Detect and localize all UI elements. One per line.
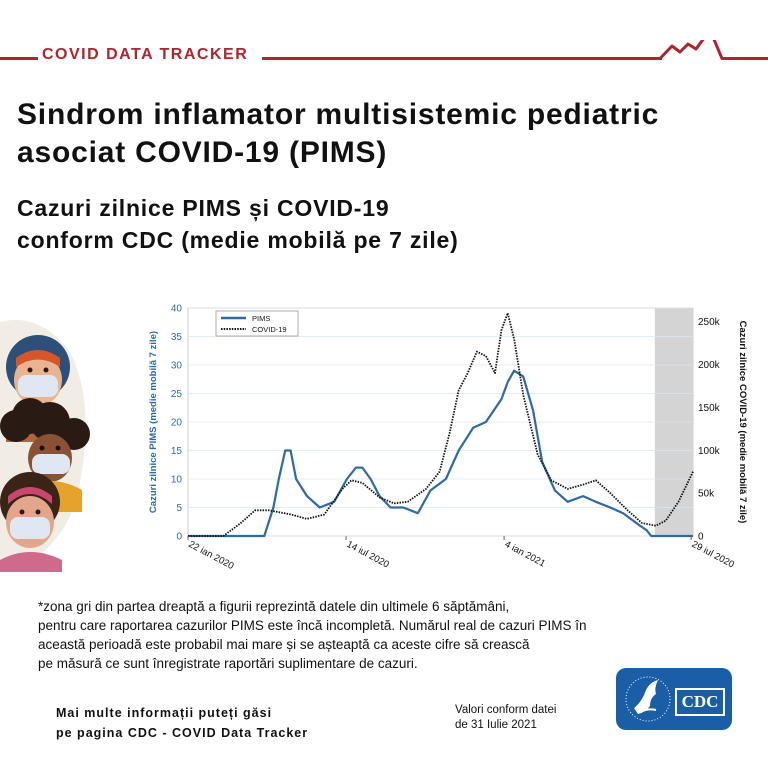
footnote-line-4: pe măsură ce sunt înregistrate raportări… xyxy=(38,656,418,671)
cdc-logo: CDC xyxy=(616,668,732,730)
left-tick-label: 35 xyxy=(171,332,183,343)
x-tick-label: 14 iul 2020 xyxy=(345,539,391,571)
more-info-line-2: pe pagina CDC - COVID Data Tracker xyxy=(56,726,309,740)
right-tick-label: 50k xyxy=(698,489,715,500)
left-axis-ticks: 0 5 10 15 20 25 30 35 40 xyxy=(171,304,183,543)
cdc-logo-text: CDC xyxy=(675,688,725,716)
x-tick-label: 22 ian 2020 xyxy=(187,539,236,572)
date-line-1: Valori conform datei xyxy=(455,704,557,716)
chart-legend: PIMS COVID-19 xyxy=(215,310,299,337)
more-info-text: Mai multe informații puteți găsi pe pagi… xyxy=(56,703,308,743)
grid-lines xyxy=(188,307,693,537)
x-tick-label: 29 iul 2020 xyxy=(690,539,736,571)
banner-rule-left xyxy=(0,57,40,60)
pims-covid-chart: 0 5 10 15 20 25 30 35 40 0 50k 100k 150k 200k 250k 22… xyxy=(148,304,748,572)
footnote: *zona gri din partea dreaptă a figurii r… xyxy=(38,597,658,673)
right-tick-label: 150k xyxy=(698,403,721,414)
left-tick-label: 0 xyxy=(176,532,182,543)
title-line-1: Sindrom inflamator multisistemic pediatr… xyxy=(17,98,660,131)
series-line-covid xyxy=(188,312,694,537)
subtitle-line-1: Cazuri zilnice PIMS și COVID-19 xyxy=(17,195,390,221)
left-axis-label: Cazuri zilnice PIMS (medie mobilă 7 zile… xyxy=(148,331,159,513)
left-tick-label: 40 xyxy=(171,304,183,315)
legend-box xyxy=(215,310,299,337)
hhs-eagle-icon xyxy=(625,676,671,722)
sparkline-icon xyxy=(640,40,768,60)
children-with-masks-illustration xyxy=(0,320,90,572)
data-date: Valori conform datei de 31 Iulie 2021 xyxy=(455,703,556,733)
title-line-2: asociat COVID-19 (PIMS) xyxy=(17,136,388,169)
right-tick-label: 250k xyxy=(698,317,721,328)
series-lines xyxy=(188,312,694,538)
left-tick-label: 10 xyxy=(171,475,183,486)
boy-mask-icon xyxy=(18,375,58,397)
x-axis-ticks: 22 ian 2020 14 iul 2020 4 ian 2021 29 iul 2… xyxy=(187,536,736,572)
left-tick-label: 5 xyxy=(176,503,182,514)
footnote-line-1: *zona gri din partea dreaptă a figurii r… xyxy=(38,599,510,614)
front-girl-mask-icon xyxy=(10,517,50,539)
page-title: Sindrom inflamator multisistemic pediatr… xyxy=(17,96,757,172)
footnote-line-2: pentru care raportarea cazurilor PIMS es… xyxy=(38,618,587,633)
date-line-2: de 31 Iulie 2021 xyxy=(455,719,537,731)
legend-label-covid: COVID-19 xyxy=(252,325,287,334)
footnote-line-3: această perioadă este probabil mai mare … xyxy=(38,637,530,652)
girl-mask-icon xyxy=(32,454,70,474)
right-tick-label: 200k xyxy=(698,360,721,371)
left-tick-label: 15 xyxy=(171,446,183,457)
subtitle-line-2: conform CDC (medie mobilă pe 7 zile) xyxy=(17,227,459,253)
right-tick-label: 0 xyxy=(698,532,704,543)
right-axis-ticks: 0 50k 100k 150k 200k 250k xyxy=(698,317,721,542)
covid-data-tracker-banner: COVID DATA TRACKER xyxy=(0,40,768,70)
right-axis-label: Cazuri zilnice COVID-19 (medie mobilă 7 … xyxy=(737,321,748,524)
left-tick-label: 30 xyxy=(171,361,183,372)
legend-label-pims: PIMS xyxy=(252,314,270,323)
banner-label: COVID DATA TRACKER xyxy=(38,46,253,64)
right-tick-label: 100k xyxy=(698,446,721,457)
left-tick-label: 20 xyxy=(171,418,183,429)
banner-rule-right xyxy=(262,57,662,60)
x-tick-label: 4 ian 2021 xyxy=(503,539,547,570)
more-info-line-1: Mai multe informații puteți găsi xyxy=(56,706,273,720)
series-line-pims xyxy=(188,369,693,538)
left-tick-label: 25 xyxy=(171,389,183,400)
page-subtitle: Cazuri zilnice PIMS și COVID-19 conform … xyxy=(17,192,757,256)
